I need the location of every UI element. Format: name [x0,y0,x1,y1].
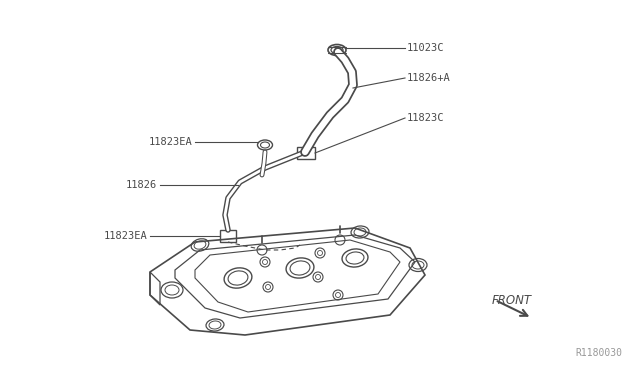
Text: 11826+A: 11826+A [407,73,451,83]
Text: 11823EA: 11823EA [103,231,147,241]
Text: FRONT: FRONT [492,294,532,307]
Text: 11826: 11826 [125,180,157,190]
Text: R1180030: R1180030 [575,348,622,358]
Text: 11023C: 11023C [407,43,445,53]
Text: 11823C: 11823C [407,113,445,123]
Text: 11823EA: 11823EA [148,137,192,147]
